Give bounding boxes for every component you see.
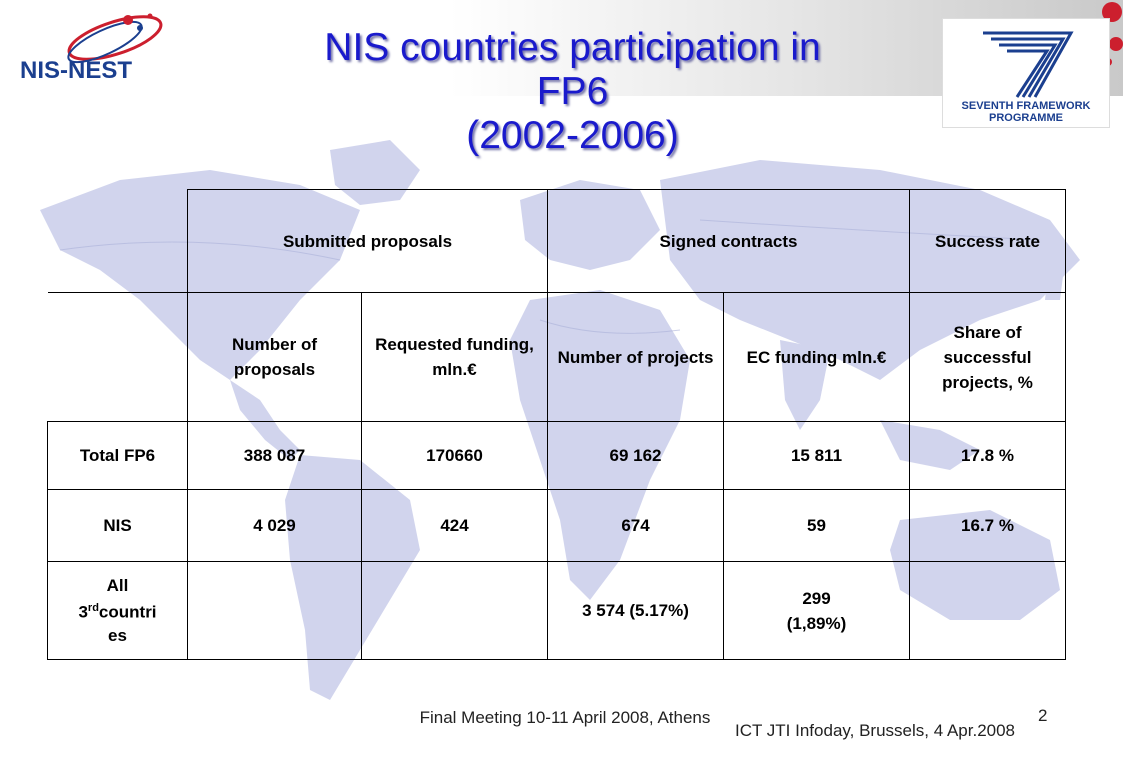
table-row: All 3rdcountri es 3 574 (5.17%) 299 (1,8… (47, 561, 1066, 660)
fp7-logo-line2: PROGRAMME (989, 112, 1063, 124)
table-sub-header-row: Number of proposals Requested funding, m… (47, 292, 1066, 422)
row-label-nis: NIS (47, 489, 188, 562)
cell-empty (909, 561, 1066, 660)
cell-num-proposals: 388 087 (187, 421, 362, 490)
title-line-1: NIS countries participation in (324, 26, 821, 69)
header-number-of-proposals: Number of proposals (187, 292, 362, 422)
cell-empty (187, 561, 362, 660)
label-third-num: 3 (78, 602, 88, 622)
table-row: Total FP6 388 087 170660 69 162 15 811 1… (47, 421, 1066, 490)
title-line-3: (2002-2006) (466, 114, 679, 157)
cell-ec-funding: 59 (723, 489, 910, 562)
row-label-total-fp6: Total FP6 (47, 421, 188, 490)
cell-requested-funding: 424 (361, 489, 548, 562)
nis-nest-logo: NIS-NEST (20, 13, 163, 84)
table-group-header-row: Submitted proposals Signed contracts Suc… (47, 189, 1066, 293)
slide-title: NIS countries participation in FP6 (2002… (200, 26, 945, 158)
header-requested-funding: Requested funding, mln.€ (361, 292, 548, 422)
cell-num-projects: 69 162 (547, 421, 724, 490)
header-number-of-projects: Number of projects (547, 292, 724, 422)
cell-share: 16.7 % (909, 489, 1066, 562)
table-corner-cell (47, 189, 188, 293)
cell-ec-funding: 299 (1,89%) (723, 561, 910, 660)
label-countri: countri (98, 602, 157, 622)
fp7-logo: SEVENTH FRAMEWORK PROGRAMME (942, 18, 1110, 128)
header-share-successful: Share of successful projects, % (909, 292, 1066, 422)
ec-funding-percent: (1,89%) (786, 613, 847, 633)
header-success-rate: Success rate (909, 189, 1066, 293)
footer-meeting: Final Meeting 10-11 April 2008, Athens (419, 708, 711, 727)
cell-ec-funding: 15 811 (723, 421, 910, 490)
cell-share: 17.8 % (909, 421, 1066, 490)
nis-nest-logo-text: NIS-NEST (20, 57, 132, 84)
top-banner (0, 0, 1123, 96)
title-line-2: FP6 (536, 70, 609, 113)
cell-num-projects: 3 574 (5.17%) (547, 561, 724, 660)
row-label-all-third-countries: All 3rdcountri es (47, 561, 188, 660)
ec-funding-value: 299 (802, 588, 831, 608)
label-all: All (106, 576, 129, 596)
footer-infoday: ICT JTI Infoday, Brussels, 4 Apr.2008 (735, 721, 1016, 740)
header-signed-contracts: Signed contracts (547, 189, 910, 293)
page-number: 2 (1038, 706, 1048, 725)
table-corner-cell-2 (47, 292, 188, 422)
fp7-logo-graphic: SEVENTH FRAMEWORK PROGRAMME (962, 31, 1091, 124)
participation-table: Submitted proposals Signed contracts Suc… (47, 189, 1066, 660)
table-row: NIS 4 029 424 674 59 16.7 % (47, 489, 1066, 562)
cell-empty (361, 561, 548, 660)
cell-requested-funding: 170660 (361, 421, 548, 490)
fp7-logo-line1: SEVENTH FRAMEWORK (962, 100, 1091, 112)
label-third-sup: rd (87, 602, 99, 615)
cell-num-proposals: 4 029 (187, 489, 362, 562)
label-es: es (108, 625, 127, 645)
cell-num-projects: 674 (547, 489, 724, 562)
header-submitted-proposals: Submitted proposals (187, 189, 548, 293)
header-ec-funding: EC funding mln.€ (723, 292, 910, 422)
